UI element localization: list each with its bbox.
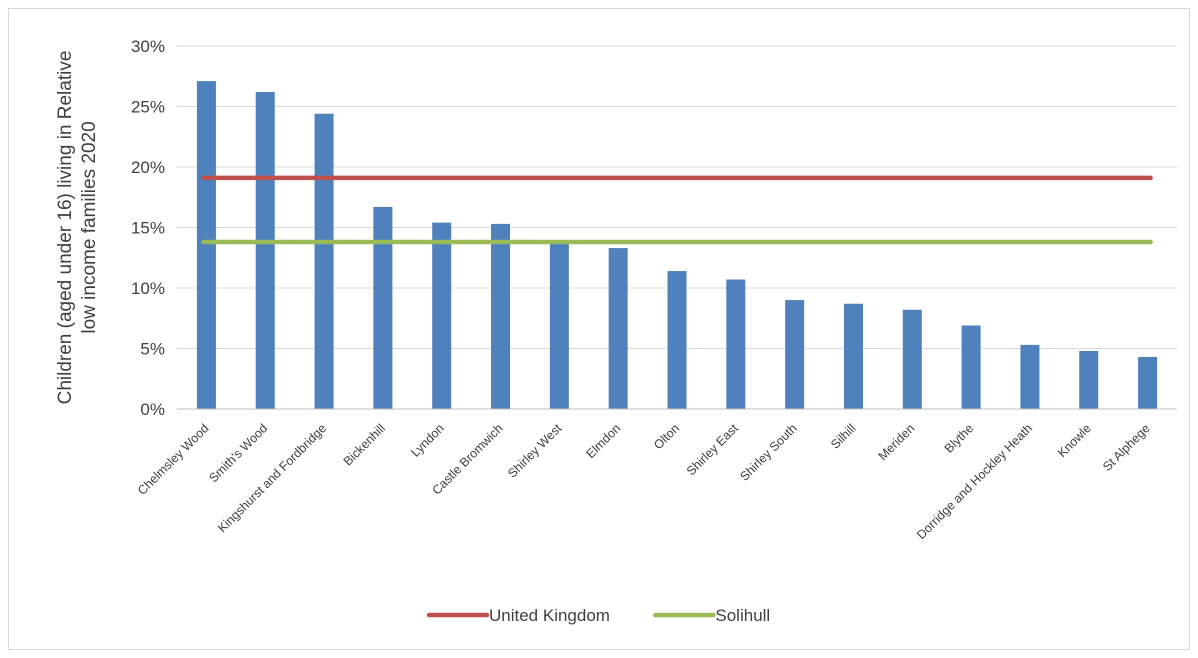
bar — [432, 223, 451, 409]
bar — [962, 326, 981, 409]
x-tick-label: Silhill — [828, 421, 859, 452]
x-tick-label: Bickenhill — [341, 421, 388, 468]
bar — [726, 280, 745, 409]
x-tick-label: Shirley South — [737, 421, 800, 484]
x-tick-label: St Alphege — [1100, 421, 1153, 474]
y-axis-label: Children (aged under 16) living in Relat… — [55, 51, 100, 405]
bar — [550, 241, 569, 409]
legend-label: Solihull — [715, 606, 770, 625]
y-tick-label: 25% — [131, 98, 165, 117]
y-axis-ticks: 0% 5% 10% 15% 20% 25% 30% — [131, 37, 165, 419]
x-tick-label: Shirley East — [684, 421, 741, 478]
bar — [785, 300, 804, 409]
bar — [373, 207, 392, 409]
x-tick-label: Knowle — [1055, 421, 1094, 460]
y-tick-label: 20% — [131, 158, 165, 177]
bar — [1020, 345, 1039, 409]
bar — [1138, 357, 1157, 409]
bar — [609, 248, 628, 409]
x-tick-label: Kingshurst and Fordbridge — [215, 421, 329, 535]
chart-frame: 0% 5% 10% 15% 20% 25% 30% Chelmsley Wood Smith'… — [8, 8, 1190, 650]
x-tick-label: Smith's Wood — [206, 421, 270, 485]
bar-chart: 0% 5% 10% 15% 20% 25% 30% Chelmsley WoodSmith'… — [9, 9, 1189, 649]
bars — [197, 81, 1157, 409]
bar — [903, 310, 922, 409]
legend: United Kingdom Solihull — [429, 606, 770, 625]
bar — [197, 81, 216, 409]
x-tick-label: Dorridge and Hockley Heath — [914, 421, 1035, 542]
x-tick-label: Chelmsley Wood — [135, 421, 212, 498]
y-tick-label: 10% — [131, 279, 165, 298]
x-tick-label: Blythe — [942, 421, 976, 455]
bar — [668, 271, 687, 409]
bar — [844, 304, 863, 409]
y-tick-label: 15% — [131, 219, 165, 238]
y-tick-label: 30% — [131, 37, 165, 56]
x-tick-label: Shirley West — [505, 421, 565, 481]
bar — [1079, 351, 1098, 409]
bar — [315, 114, 334, 409]
bar — [491, 224, 510, 409]
x-tick-label: Lyndon — [408, 421, 447, 460]
y-tick-label: 0% — [140, 400, 165, 419]
legend-label: United Kingdom — [489, 606, 610, 625]
reference-lines — [203, 178, 1150, 242]
x-tick-label: Olton — [651, 421, 682, 452]
bar — [256, 92, 275, 409]
y-tick-label: 5% — [140, 340, 165, 359]
x-tick-label: Meriden — [876, 421, 918, 463]
x-tick-label: Elmdon — [583, 421, 623, 461]
